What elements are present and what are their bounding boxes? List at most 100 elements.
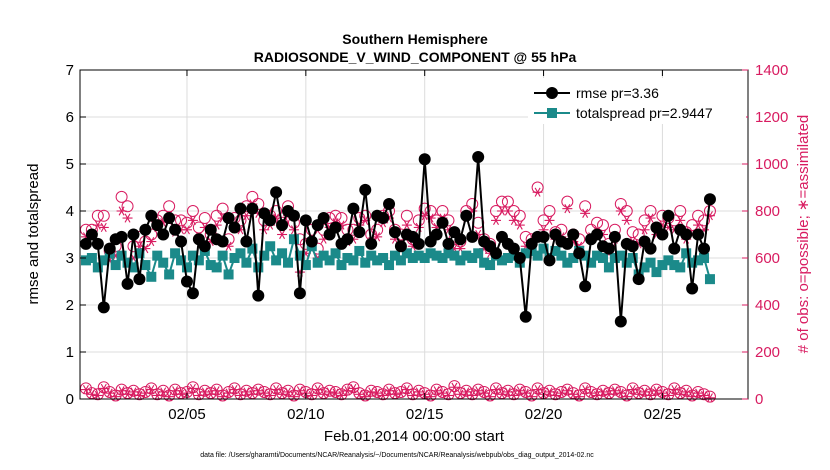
obs-assimilated-point [366,387,377,397]
legend-box [528,78,746,124]
obs-assimilated-point [348,383,359,394]
rmse-point [388,226,401,239]
obs-assimilated-point [283,387,294,397]
rmse-point [365,237,378,250]
star-stroke [296,386,303,396]
star-stroke [576,392,583,402]
y-tick-label: 2 [66,297,74,314]
obs-possible-point [198,212,211,225]
totalspread-point [271,255,282,266]
star-stroke [611,386,618,396]
star-stroke [314,384,321,395]
obs-possible-point [632,228,645,241]
obs-possible-point [674,205,687,217]
totalspread-point [407,253,418,263]
totalspread-point [699,253,710,263]
obs-possible-point [186,381,199,394]
obs-assimilated-point [645,213,656,223]
star-stroke [695,388,702,398]
star-stroke [237,225,244,235]
star-stroke [118,386,125,396]
rmse-point [79,237,92,250]
star-stroke [403,384,410,395]
totalspread-point [627,253,638,263]
star-stroke [534,187,541,197]
totalspread-point [283,257,294,268]
star-stroke [588,388,595,398]
star-stroke [94,390,101,401]
obs-assimilated-point [312,384,323,395]
star-stroke [142,388,149,398]
star-stroke [166,392,173,402]
obs-assimilated-point [532,187,543,197]
rmse-point [608,230,621,243]
star-stroke [516,386,523,396]
obs-assimilated-point [80,384,91,395]
y-tick-label: 4 [66,203,74,220]
rmse-point [626,240,639,253]
rmse-point [377,212,390,225]
obs-possible-point [543,384,556,397]
legend-totalspread-label: totalspread pr=2.9447 [576,105,713,121]
obs-assimilated-point [627,384,638,395]
rmse-point [264,214,277,227]
plot-marks [79,150,716,403]
y2-tick-label: 600 [755,250,780,267]
rmse-point [359,183,372,196]
totalspread-point [651,267,662,278]
rmse-point [133,273,146,286]
rmse-point [175,235,188,248]
obs-assimilated-point [508,390,519,401]
star-stroke [82,384,89,395]
obs-possible-point [596,219,609,232]
rmse-point [341,233,354,246]
obs-assimilated-point [514,220,525,230]
obs-assimilated-point [621,215,632,226]
x-tick-label: 02/05 [168,406,206,423]
totalspread-point [389,250,400,261]
rmse-point [252,289,265,302]
obs-assimilated-point [645,390,656,401]
totalspread-point [342,253,353,263]
obs-possible-point [394,385,407,398]
totalspread-point [193,255,204,266]
obs-possible-point [365,384,378,397]
rmse-point [151,219,164,232]
obs-assimilated-point [277,229,288,240]
obs-possible-point [418,202,431,215]
star-stroke [148,384,155,395]
rmse-point [567,228,580,241]
star-stroke [88,389,95,399]
rmse-point [686,282,699,295]
obs-possible-point [175,214,188,227]
star-stroke [421,211,428,221]
rmse-point [115,230,128,243]
totalspread-point [128,262,139,273]
rmse-point [157,228,170,241]
rmse-point [276,219,289,232]
obs-assimilated-point [526,392,537,402]
chart-title: Southern Hemisphere [342,31,488,47]
obs-assimilated-point [544,215,555,226]
y2-tick-label: 0 [755,391,763,408]
rmse-point [466,230,479,243]
legend-rmse-marker [546,87,558,99]
rmse-point [383,197,396,210]
star-stroke [653,386,660,396]
obs-possible-point [139,385,152,398]
star-stroke [350,383,357,394]
obs-possible-point [638,214,651,227]
rmse-point [103,242,116,255]
totalspread-point [621,257,632,268]
totalspread-point [580,250,591,261]
totalspread-point [532,250,543,261]
obs-possible-point [371,223,384,236]
star-stroke [582,384,589,395]
obs-assimilated-point [265,390,276,401]
rmse-point [668,242,681,255]
star-stroke [326,387,333,397]
star-stroke [665,390,672,401]
totalspread-point [366,250,377,261]
totalspread-point [479,257,490,268]
obs-possible-point [614,197,627,210]
